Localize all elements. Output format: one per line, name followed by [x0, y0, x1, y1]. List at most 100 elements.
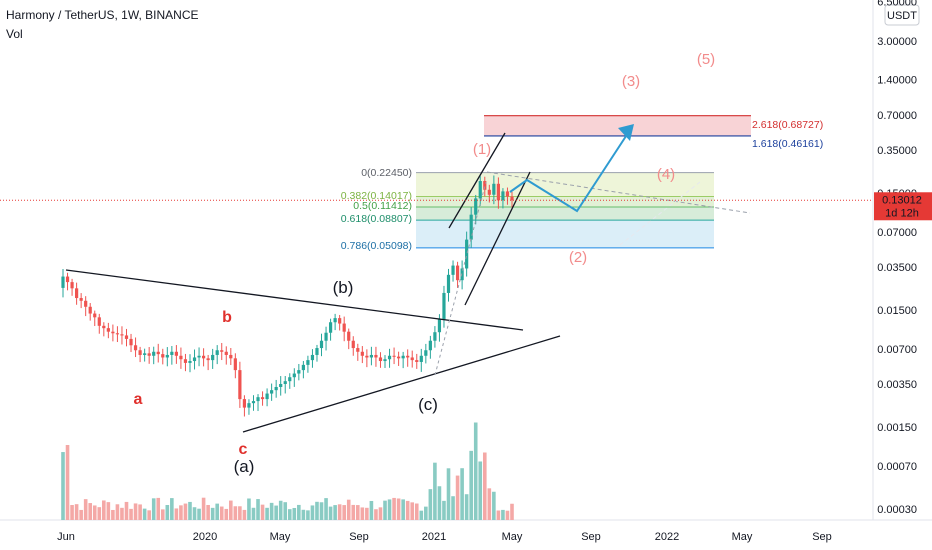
volume-bar — [492, 491, 496, 520]
candle-body — [211, 354, 215, 361]
volume-bar — [405, 500, 410, 520]
candle-body — [424, 350, 428, 356]
candle-body — [279, 384, 283, 387]
volume-bar — [129, 508, 133, 520]
volume-bar — [333, 505, 337, 520]
fib-ext-label-1618: 1.618(0.46161) — [752, 138, 823, 150]
volume-bar — [451, 496, 455, 520]
volume-bar — [374, 509, 378, 520]
candle-body — [510, 196, 514, 201]
volume-bar — [306, 510, 310, 520]
candle-body — [143, 353, 147, 355]
volume-bar — [460, 468, 464, 520]
candle-body — [229, 354, 233, 359]
lower-triangle-line — [242, 335, 561, 433]
candle-body — [97, 317, 101, 326]
channel-left-line — [448, 132, 506, 229]
volume-bar — [256, 499, 260, 520]
candle-body — [106, 328, 110, 332]
volume-bar — [88, 503, 93, 520]
candle-body — [233, 358, 237, 371]
volume-bar — [478, 461, 483, 520]
volume-bar — [61, 452, 65, 520]
volume-bar — [111, 509, 115, 520]
volume-bar — [247, 498, 251, 520]
candle-body — [129, 338, 133, 346]
candle-body — [319, 340, 324, 349]
candle-body — [351, 340, 355, 349]
candle-body — [478, 181, 482, 199]
volume-bar — [65, 445, 70, 520]
time-tick-7: 2022 — [655, 531, 679, 543]
candle-body — [133, 345, 138, 351]
volume-bar — [210, 507, 215, 520]
volume-bar — [219, 506, 224, 520]
candle-body — [342, 323, 346, 332]
last-price-badge — [874, 192, 932, 221]
volume-bar — [469, 450, 473, 520]
volume-bar — [142, 508, 147, 520]
volume-bar — [115, 504, 120, 520]
volume-bar — [106, 502, 111, 520]
candle-body — [397, 356, 401, 359]
volume-bar — [83, 499, 88, 520]
candle-body — [315, 348, 319, 355]
volume-bar — [151, 498, 156, 520]
candle-body — [170, 351, 174, 355]
candle-body — [70, 282, 74, 289]
price-tick-3: 0.70000 — [877, 110, 917, 122]
candle-body — [369, 354, 374, 358]
candle-body — [260, 397, 265, 400]
volume-bar — [301, 509, 306, 520]
candle-body — [392, 355, 396, 357]
volume-bar — [464, 494, 469, 520]
fib-zone-2 — [416, 206, 714, 221]
candle-body — [356, 348, 360, 352]
wave-5: (5) — [697, 51, 715, 68]
candle-body — [415, 360, 419, 362]
candle-body — [446, 274, 451, 293]
volume-bar — [442, 500, 446, 520]
candle-body — [483, 181, 487, 190]
volume-bar — [292, 507, 297, 520]
upper-triangle-line — [65, 269, 524, 331]
candle-body — [437, 319, 442, 333]
candle-body — [220, 350, 224, 352]
candle-body — [215, 350, 219, 355]
volume-bar — [428, 489, 433, 520]
candle-body — [197, 355, 201, 358]
candle-body — [338, 318, 342, 324]
candle-body — [410, 357, 414, 361]
candle-body — [297, 370, 301, 374]
candle-body — [283, 381, 287, 384]
volume-bar — [378, 507, 383, 520]
volume-bar — [482, 452, 487, 520]
time-tick-3: Sep — [349, 531, 369, 543]
volume-bar — [179, 505, 183, 520]
candle-body — [147, 353, 151, 356]
candle-body — [161, 354, 165, 358]
volume-bar — [414, 503, 419, 520]
price-tick-12: 0.00070 — [877, 461, 917, 473]
price-tick-11: 0.00150 — [877, 422, 917, 434]
fib-zone-3 — [416, 220, 714, 248]
volume-bar — [156, 497, 161, 520]
wave-2: (2) — [569, 249, 587, 266]
candle-body — [238, 370, 242, 400]
time-tick-9: Sep — [812, 531, 832, 543]
fib-zone-1 — [416, 196, 714, 207]
candle-body — [328, 322, 333, 333]
volume-label: Vol — [6, 27, 23, 41]
volume-bar — [501, 509, 505, 520]
candle-body — [138, 350, 142, 355]
volume-bar — [315, 501, 319, 520]
price-tick-8: 0.01500 — [877, 305, 917, 317]
candle-body — [347, 331, 351, 341]
volume-bar — [387, 499, 392, 520]
volume-bar — [79, 509, 83, 520]
volume-bar — [133, 503, 138, 520]
time-tick-6: Sep — [581, 531, 601, 543]
volume-bar — [328, 506, 333, 520]
volume-bar — [410, 502, 415, 520]
